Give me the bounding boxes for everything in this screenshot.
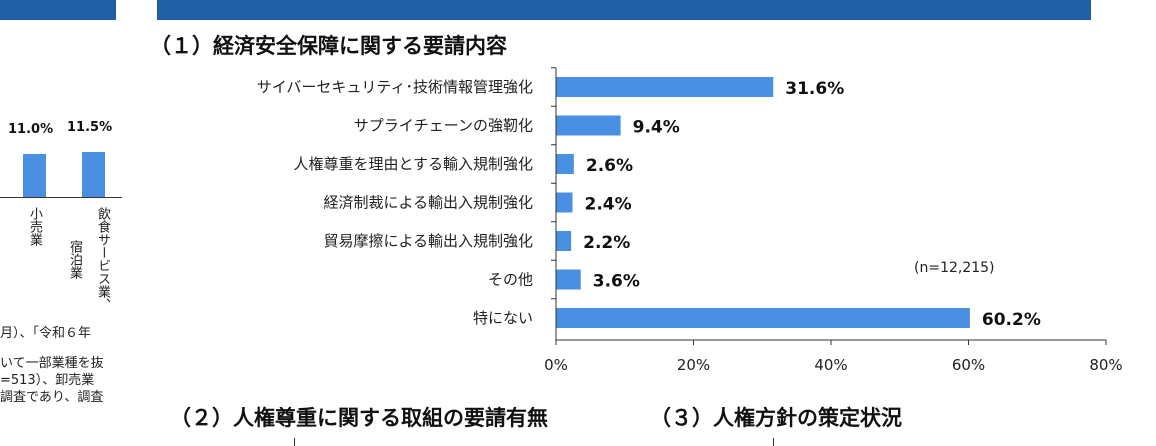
data-label: 9.4%: [633, 118, 680, 138]
x-tick-label: 80%: [1089, 356, 1122, 374]
section2-heading: （２）人権尊重に関する取組の要請有無: [170, 406, 548, 430]
main-header-banner: [157, 0, 1091, 20]
section3-chart-stub: [773, 438, 774, 446]
section3-heading: （３）人権方針の策定状況: [650, 406, 902, 430]
category-label: 特にない: [473, 309, 533, 327]
bar: [556, 308, 970, 328]
category-label: 貿易摩擦による輸出入規制強化: [323, 232, 533, 250]
bar: [556, 192, 573, 213]
category-label: 人権尊重を理由とする輸入規制強化: [293, 155, 533, 173]
category-label: その他: [488, 271, 533, 289]
bar: [556, 231, 572, 251]
data-label: 3.6%: [593, 272, 640, 292]
data-label: 31.6%: [785, 79, 844, 99]
food-service-bar: [82, 152, 105, 197]
x-tick-label: 40%: [814, 356, 847, 374]
bar: [556, 269, 581, 290]
food-service-value-label: 11.5%: [67, 120, 113, 135]
data-label: 2.6%: [586, 156, 633, 176]
food-service-category-label: 飲食サービス業、: [95, 207, 110, 311]
left-note-line-3: =513）、卸売業: [0, 373, 95, 388]
x-tick-label: 0%: [544, 356, 568, 374]
bar: [556, 115, 621, 136]
left-note-line-2: いて一部業種を抜: [0, 356, 104, 371]
category-label: サイバーセキュリティ･技術情報管理強化: [257, 78, 533, 96]
sample-size-annotation: (n=12,215): [914, 260, 995, 276]
left-axis-line: [0, 197, 122, 198]
left-header-banner: [0, 0, 116, 20]
x-tick-label: 60%: [952, 356, 985, 374]
retail-bar: [23, 154, 46, 197]
data-label: 60.2%: [982, 310, 1041, 330]
data-label: 2.4%: [585, 195, 632, 215]
bar: [556, 77, 774, 97]
retail-value-label: 11.0%: [8, 122, 54, 137]
left-note-line-1: 月）、「令和６年: [0, 326, 92, 341]
left-note-line-4: 調査であり、調査: [0, 390, 104, 405]
data-label: 2.2%: [583, 233, 630, 253]
category-label: サプライチェーンの強靭化: [354, 117, 533, 135]
section1-heading: （１）経済安全保障に関する要請内容: [150, 34, 507, 58]
section2-chart-stub: [294, 438, 295, 446]
lodging-category-label: 宿泊業: [67, 240, 82, 279]
bar: [556, 154, 574, 174]
category-label: 経済制裁による輸出入規制強化: [323, 194, 533, 212]
x-tick-label: 20%: [677, 356, 710, 374]
retail-category-label: 小売業: [27, 207, 42, 246]
